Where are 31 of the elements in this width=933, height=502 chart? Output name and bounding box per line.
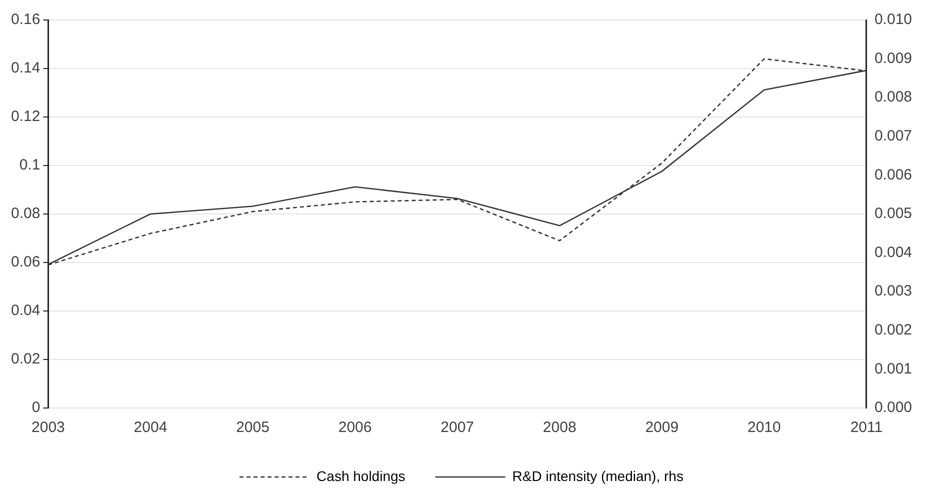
y2-tick-label: 0.002 — [874, 322, 912, 339]
y-tick-label: 0.02 — [10, 350, 40, 368]
y2-tick-label: 0.008 — [874, 88, 912, 106]
legend-label: R&D intensity (median), rhs — [512, 468, 684, 484]
x-tick-label: 2005 — [236, 419, 270, 436]
x-tick-label: 2009 — [645, 419, 679, 436]
x-tick-label: 2006 — [338, 419, 372, 436]
y2-tick-label: 0.004 — [874, 244, 912, 261]
y2-tick-label: 0.006 — [874, 166, 912, 184]
y-tick-label: 0.1 — [19, 156, 40, 174]
y2-tick-label: 0.009 — [874, 50, 912, 67]
y-tick-label: 0.12 — [10, 108, 40, 126]
x-tick-label: 2007 — [440, 419, 474, 436]
legend-label: Cash holdings — [316, 468, 406, 484]
y-tick-label: 0.04 — [10, 302, 40, 320]
y2-tick-label: 0.000 — [874, 399, 912, 416]
y2-tick-label: 0.007 — [874, 128, 912, 145]
x-tick-label: 2004 — [134, 419, 168, 436]
y2-tick-label: 0.003 — [874, 282, 912, 300]
x-tick-label: 2010 — [747, 419, 781, 436]
x-tick-label: 2003 — [32, 419, 65, 436]
y2-tick-label: 0.010 — [874, 11, 912, 28]
y-tick-label: 0.16 — [10, 11, 40, 28]
x-tick-label: 2011 — [850, 419, 883, 436]
y2-tick-label: 0.005 — [874, 205, 912, 222]
y-tick-label: 0.08 — [10, 205, 40, 222]
x-tick-label: 2008 — [542, 419, 576, 436]
y-tick-label: 0.06 — [10, 254, 40, 271]
y-tick-label: 0.14 — [10, 60, 40, 77]
y-tick-label: 0 — [32, 399, 40, 416]
y2-tick-label: 0.001 — [874, 360, 912, 378]
